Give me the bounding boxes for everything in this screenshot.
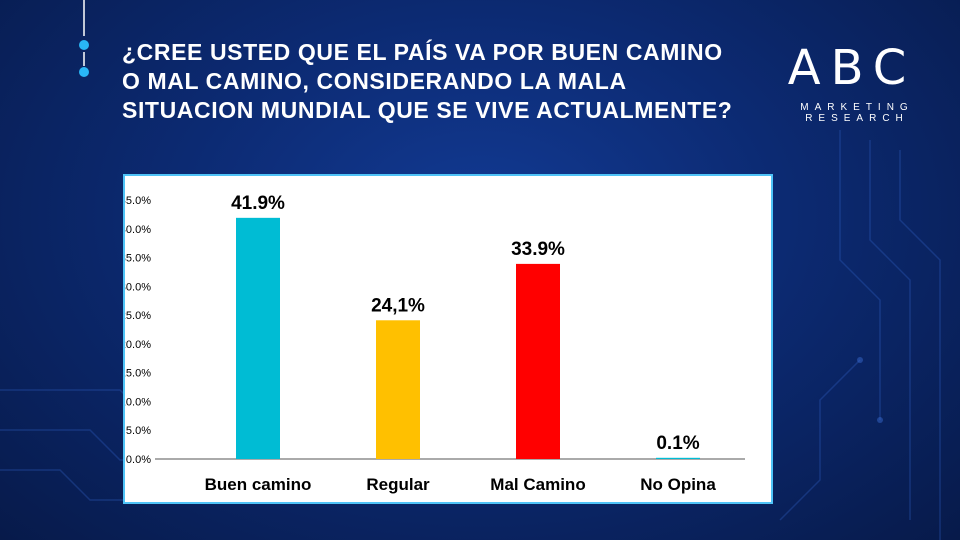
y-tick-label: 40.0% <box>125 224 151 236</box>
y-tick-label: 20.0% <box>125 339 151 351</box>
data-label: 24,1% <box>371 295 425 316</box>
bar <box>376 320 420 459</box>
x-category-label: No Opina <box>640 475 716 494</box>
bar <box>516 263 560 459</box>
data-label: 33.9% <box>511 239 565 260</box>
y-tick-label: 35.0% <box>125 253 151 265</box>
abc-logo: ABC MARKETING RESEARCH <box>772 40 932 130</box>
y-tick-label: 15.0% <box>125 368 151 380</box>
bar-chart: 0.0% 5.0% 10.0% 15.0% 20.0% 25.0% 30.0% 35.0% 40… <box>125 193 745 494</box>
bar <box>236 217 280 459</box>
logo-subtitle: MARKETING RESEARCH <box>800 102 914 124</box>
y-tick-label: 10.0% <box>125 396 151 408</box>
data-label: 41.9% <box>231 193 285 214</box>
x-category-label: Mal Camino <box>490 475 585 494</box>
side-decoration <box>79 0 89 77</box>
y-tick-label: 30.0% <box>125 281 151 293</box>
chart-panel: 0.0% 5.0% 10.0% 15.0% 20.0% 25.0% 30.0% 35.0% 40… <box>123 174 773 504</box>
y-tick-label: 45.0% <box>125 195 151 207</box>
x-category-label: Regular <box>366 475 430 494</box>
data-label: 0.1% <box>656 433 699 454</box>
y-tick-label: 25.0% <box>125 310 151 322</box>
logo-mark: ABC <box>787 40 917 96</box>
chart-question-title: ¿CREE USTED QUE EL PAÍS VA POR BUEN CAMI… <box>122 39 733 123</box>
x-category-label: Buen camino <box>205 475 312 494</box>
bar <box>656 457 700 459</box>
y-tick-label: 5.0% <box>126 425 151 437</box>
y-tick-label: 0.0% <box>126 454 151 466</box>
